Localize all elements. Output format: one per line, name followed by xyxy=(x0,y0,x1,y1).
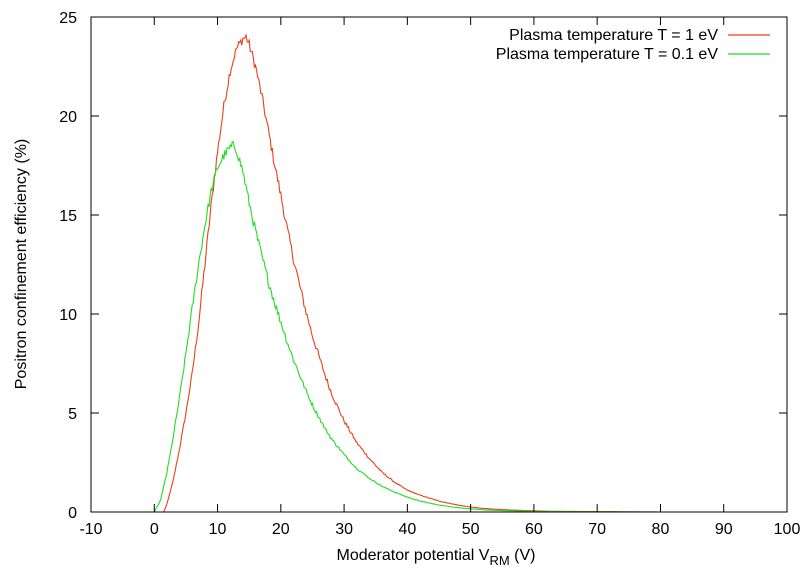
legend-label-1: Plasma temperature T = 1 eV xyxy=(509,27,718,44)
x-axis-title-subscript: RM xyxy=(489,553,509,568)
x-tick-label: 40 xyxy=(398,521,416,538)
y-tick-label: 25 xyxy=(59,10,77,27)
x-tick-label: 10 xyxy=(209,521,227,538)
x-axis-title-unit: (V) xyxy=(510,547,536,564)
x-tick-label: 0 xyxy=(150,521,159,538)
x-axis-title: Moderator potential VRM (V) xyxy=(337,547,536,568)
y-tick-label: 5 xyxy=(68,406,77,423)
legend-label-2: Plasma temperature T = 0.1 eV xyxy=(496,46,719,63)
y-tick-label: 0 xyxy=(68,505,77,522)
y-axis-title: Positron confinement efficiency (%) xyxy=(13,139,30,389)
y-tick-label: 10 xyxy=(59,307,77,324)
x-axis-title-main: Moderator potential V xyxy=(337,547,490,564)
legend: Plasma temperature T = 1 eV Plasma temper… xyxy=(496,27,770,63)
x-tick-label: 20 xyxy=(272,521,290,538)
x-tick-label: 30 xyxy=(335,521,353,538)
x-tick-label: 100 xyxy=(774,521,801,538)
x-tick-label: 70 xyxy=(588,521,606,538)
x-tick-label: -10 xyxy=(79,521,102,538)
y-tick-label: 15 xyxy=(59,208,77,225)
y-tick-label: 20 xyxy=(59,109,77,126)
x-tick-label: 80 xyxy=(652,521,670,538)
x-tick-label: 50 xyxy=(462,521,480,538)
x-tick-label: 60 xyxy=(525,521,543,538)
plot-frame xyxy=(90,16,788,513)
x-tick-label: 90 xyxy=(715,521,733,538)
